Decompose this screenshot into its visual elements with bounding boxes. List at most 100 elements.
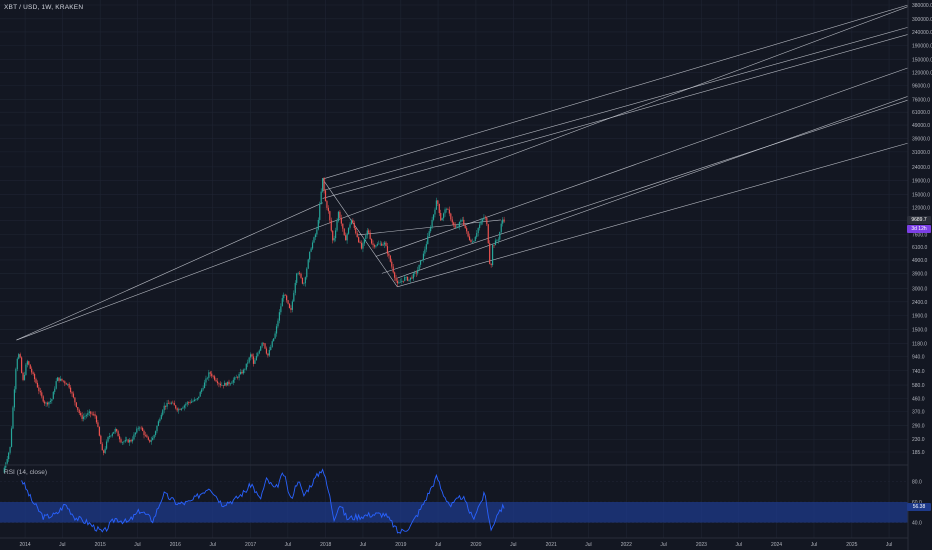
candle-body: [67, 383, 69, 385]
candle-body: [176, 408, 178, 411]
candle-body: [74, 397, 76, 403]
grid-lines: [0, 0, 908, 538]
candle-body: [219, 383, 221, 386]
trend-line[interactable]: [375, 67, 909, 257]
candle-body: [307, 259, 309, 269]
candle-body: [51, 399, 53, 401]
candle-body: [193, 399, 196, 402]
candle-body: [144, 435, 147, 436]
candle-body: [409, 277, 412, 280]
candle-body: [352, 219, 354, 224]
time-tick-label: Jul: [285, 542, 291, 548]
candle-body: [242, 369, 245, 374]
candle-body: [188, 402, 190, 403]
time-tick-label: Jul: [660, 542, 666, 548]
candle-body: [111, 433, 113, 436]
candle-body: [333, 238, 335, 241]
candle-body: [26, 361, 28, 365]
trend-line[interactable]: [322, 178, 398, 287]
time-tick-label: 2020: [470, 542, 481, 548]
candle-body: [427, 236, 429, 245]
candle-body: [342, 223, 344, 229]
candle-body: [402, 280, 404, 282]
candle-body: [48, 401, 50, 405]
trend-line[interactable]: [397, 142, 909, 288]
candle-body: [212, 376, 214, 377]
price-tick-label: 2400.0: [912, 300, 928, 306]
candle-body: [170, 402, 172, 404]
candle-body: [274, 333, 276, 339]
candle-body: [391, 261, 393, 267]
candle-body: [134, 432, 136, 435]
price-axis-labels[interactable]: 185.0 230.0 290.0 370.0 460.0 580.0 740.0 940.0…: [912, 3, 932, 456]
candle-body: [300, 273, 302, 278]
symbol-header[interactable]: XBT / USD, 1W, KRAKEN: [4, 4, 84, 11]
price-tick-label: 6100.0: [912, 245, 928, 251]
rsi-legend[interactable]: RSI (14, close): [4, 469, 47, 476]
candle-body: [199, 391, 201, 397]
trend-line[interactable]: [16, 202, 323, 341]
trend-line[interactable]: [356, 219, 501, 236]
candle-body: [425, 244, 427, 250]
trend-line[interactable]: [16, 6, 909, 341]
candle-body: [502, 219, 504, 224]
time-tick-label: 2021: [546, 542, 557, 548]
trend-line[interactable]: [397, 96, 909, 279]
time-tick-label: Jul: [886, 542, 892, 548]
candle-body: [438, 203, 440, 214]
candle-body: [12, 407, 14, 429]
candle-body: [479, 224, 481, 228]
candle-body: [147, 437, 149, 440]
candle-body: [110, 435, 112, 437]
candle-body: [418, 264, 420, 271]
candle-body: [215, 379, 217, 382]
candle-body: [445, 209, 448, 210]
price-tick-label: 76000.0: [912, 97, 930, 103]
candle-body: [440, 213, 442, 221]
candle-body: [38, 387, 40, 392]
trend-line[interactable]: [322, 34, 909, 199]
price-tick-label: 740.0: [912, 369, 925, 375]
candle-body: [116, 429, 118, 432]
candle-body: [441, 218, 443, 221]
candle-body: [192, 401, 194, 402]
candle-body: [434, 209, 436, 215]
candle-series[interactable]: [3, 176, 505, 474]
candle-body: [378, 243, 380, 245]
candle-body: [113, 431, 115, 434]
candle-body: [316, 229, 318, 235]
price-tick-label: 370.0: [912, 409, 925, 415]
time-tick-label: 2025: [846, 542, 857, 548]
trend-line[interactable]: [381, 99, 909, 274]
candle-body: [493, 245, 495, 246]
time-axis-labels[interactable]: 2014 Jul 2015 Jul 2016 Jul 2017 Jul 2018 Jul 2019 J…: [20, 542, 893, 548]
candle-body: [232, 379, 234, 383]
candle-body: [290, 308, 292, 310]
candle-body: [39, 391, 41, 393]
candle-body: [57, 377, 59, 382]
candle-body: [379, 243, 381, 245]
candle-body: [153, 434, 155, 438]
candle-body: [430, 227, 432, 232]
rsi-line[interactable]: [21, 468, 505, 534]
candle-body: [61, 378, 63, 381]
candle-body: [245, 363, 247, 370]
candle-body: [470, 239, 472, 243]
trend-lines[interactable]: [16, 4, 909, 341]
time-tick-label: 2016: [170, 542, 181, 548]
candle-body: [500, 223, 502, 233]
candle-body: [255, 356, 257, 361]
candle-body: [483, 217, 485, 220]
candle-body: [376, 243, 378, 246]
candle-body: [324, 190, 327, 202]
candle-body: [288, 303, 291, 309]
candle-body: [398, 282, 400, 284]
candle-body: [114, 429, 116, 432]
trend-line[interactable]: [322, 26, 909, 191]
candle-body: [162, 410, 164, 415]
candle-body: [451, 219, 453, 223]
candle-body: [260, 346, 262, 351]
trend-line[interactable]: [322, 4, 909, 180]
candle-body: [389, 255, 391, 262]
